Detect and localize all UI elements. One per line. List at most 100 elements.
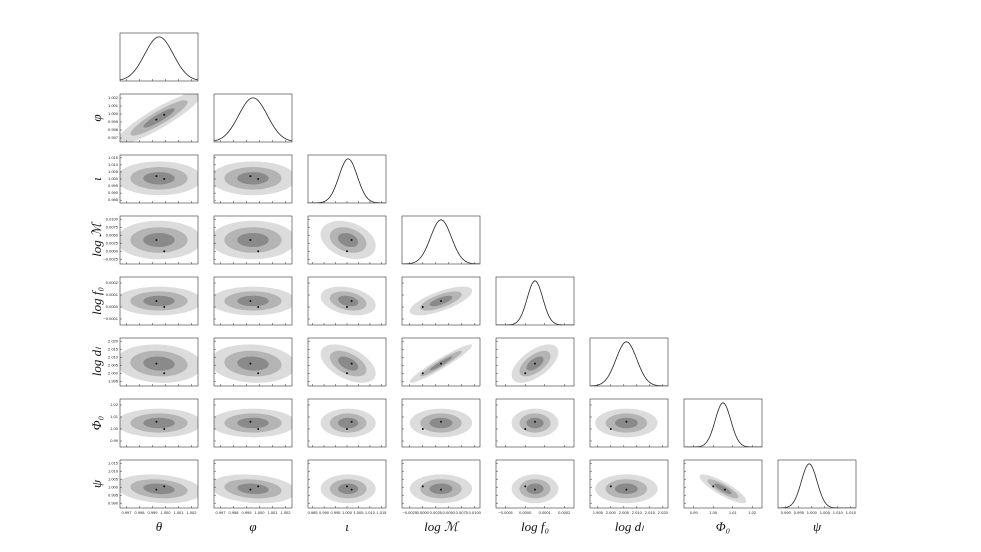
x-tick-label: 0.0002	[558, 510, 571, 515]
histogram	[590, 341, 668, 386]
x-tick-label: 0.990	[319, 510, 330, 515]
y-tick-label: 1.015	[108, 155, 119, 160]
y-tick-label: 1.002	[108, 95, 119, 100]
panel	[214, 408, 292, 438]
panel	[214, 344, 292, 383]
y-tick-label: 0.0025	[106, 240, 119, 245]
panel	[120, 408, 198, 438]
y-tick-label: 1.001	[108, 103, 119, 108]
x-tick-label: 0.995	[794, 510, 805, 515]
panel-frame	[213, 215, 293, 265]
panel	[595, 474, 658, 504]
x-tick-label: 2.005	[619, 510, 630, 515]
marker	[163, 306, 166, 308]
y-tick-label: 1.995	[108, 378, 119, 383]
panel	[402, 219, 480, 264]
histogram	[214, 97, 292, 142]
y-tick-label: 1.005	[108, 169, 119, 174]
x-tick-label: 1.02	[748, 510, 757, 515]
x-tick-label: 1.01	[729, 510, 738, 515]
panel-frame	[119, 215, 199, 265]
panel	[320, 474, 376, 504]
x-tick-label: 1.002	[280, 510, 291, 515]
marker	[257, 372, 260, 375]
panel-frame	[589, 398, 669, 448]
panel	[214, 161, 292, 196]
x-tick-label: 0.99	[690, 510, 699, 515]
x-tick-label: 1.010	[833, 510, 844, 515]
marker	[257, 250, 260, 253]
marker	[350, 420, 353, 423]
contour	[338, 483, 359, 495]
contour	[143, 108, 175, 128]
y-tick-label: 0.0000	[106, 304, 119, 309]
x-axis-label: ψ	[813, 519, 822, 534]
marker	[346, 306, 348, 308]
panel	[308, 158, 386, 203]
marker	[524, 372, 527, 375]
x-tick-label: 2.000	[606, 510, 617, 515]
x-axis-label: log f₀	[521, 519, 549, 534]
y-axis-label: Φ₀	[89, 416, 104, 430]
panel-frame	[401, 398, 481, 448]
marker	[421, 306, 424, 308]
panel	[214, 286, 292, 316]
marker	[163, 485, 166, 488]
y-tick-label: 0.0050	[106, 232, 119, 237]
x-tick-label: 1.010	[365, 510, 376, 515]
y-tick-label: 1.02	[110, 402, 119, 407]
panel	[214, 97, 292, 142]
x-axis-label: Φ₀	[716, 519, 730, 534]
y-tick-label: 0.0100	[106, 216, 119, 221]
panel-frame	[119, 93, 199, 143]
contour	[237, 356, 269, 371]
marker	[163, 428, 166, 430]
contour	[143, 172, 175, 185]
histogram	[120, 36, 198, 81]
x-tick-label: 1.001	[267, 510, 278, 515]
y-tick-label: 2.005	[108, 362, 119, 367]
x-axis-label: φ	[249, 519, 256, 534]
y-tick-label: 1.01	[110, 414, 119, 419]
panel	[120, 220, 198, 260]
marker	[421, 428, 424, 430]
marker	[350, 488, 353, 491]
panel-frame	[213, 398, 293, 448]
y-tick-label: 0.995	[108, 492, 119, 497]
panel	[120, 36, 198, 81]
marker	[163, 250, 166, 253]
contour	[526, 417, 544, 429]
marker	[155, 175, 158, 178]
panel	[409, 344, 473, 383]
y-tick-label: 0.995	[108, 183, 119, 188]
marker	[257, 178, 260, 180]
histogram	[778, 463, 856, 508]
y-tick-label: 1.015	[108, 460, 119, 465]
panel	[409, 408, 473, 438]
y-tick-label: 0.0000	[106, 248, 119, 253]
panel	[409, 286, 473, 316]
panel-frame	[401, 459, 481, 509]
contour	[143, 232, 175, 248]
histogram	[402, 219, 480, 264]
x-tick-label: 0.0000	[417, 510, 430, 515]
panel-frame	[495, 398, 575, 448]
x-axis-label: log dₗ	[615, 519, 644, 534]
marker	[249, 362, 252, 365]
panel	[120, 286, 198, 316]
marker	[712, 485, 715, 488]
panel-frame	[119, 32, 199, 82]
panel	[320, 286, 376, 316]
marker	[350, 362, 353, 365]
panel	[320, 220, 376, 260]
marker	[421, 372, 424, 375]
marker	[350, 300, 353, 302]
panel-frame	[683, 459, 763, 509]
marker	[625, 420, 628, 423]
panel-frame	[777, 459, 857, 509]
marker	[524, 485, 527, 488]
panel-frame	[213, 459, 293, 509]
marker	[155, 239, 158, 241]
y-axis-label: log f₀	[89, 287, 104, 315]
